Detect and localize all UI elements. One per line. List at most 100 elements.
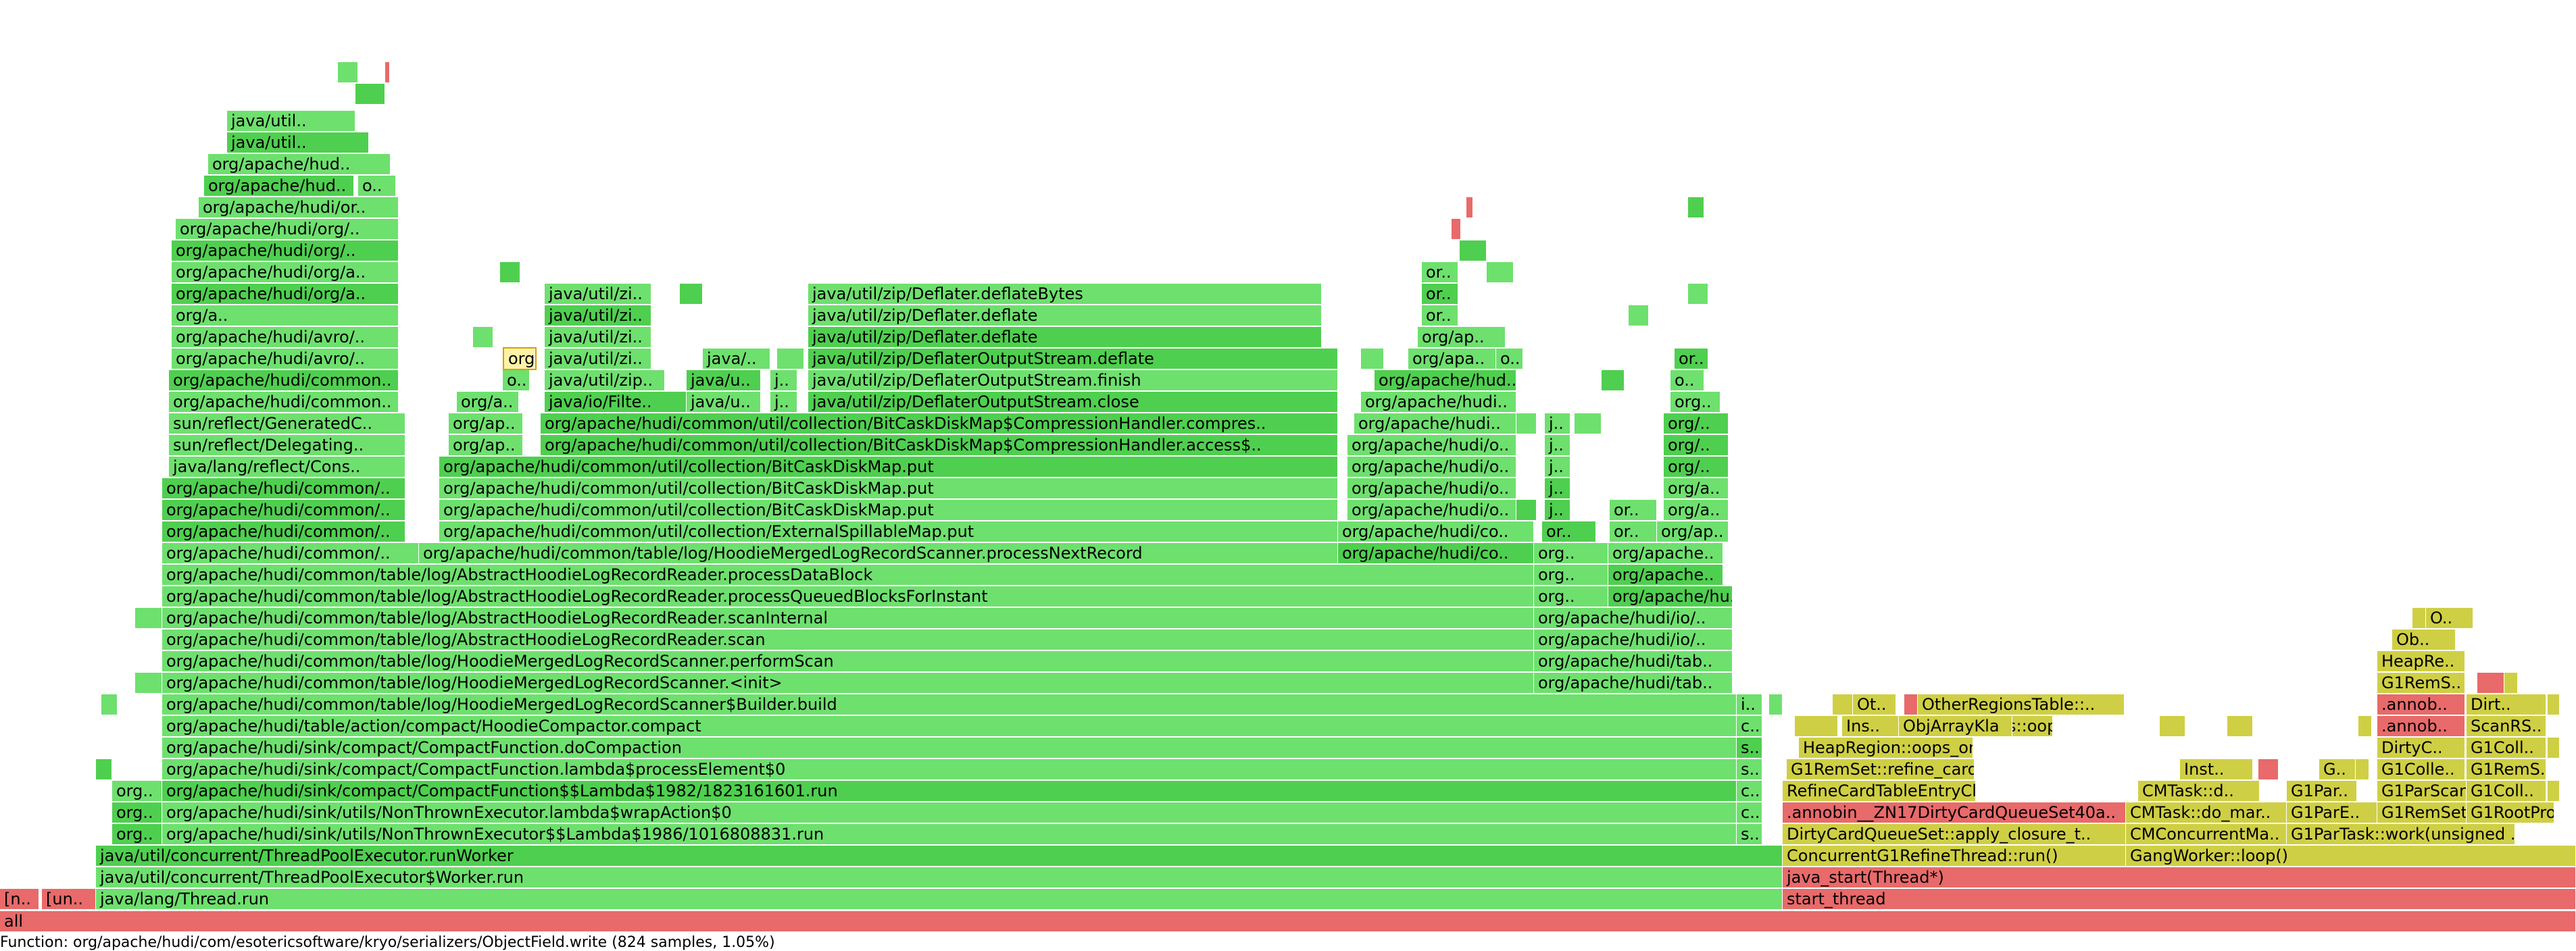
frame-other-regions-table[interactable]: OtherRegionsTable::.. xyxy=(1918,694,2125,715)
frame-deflater-close[interactable]: java/util/zip/DeflaterOutputStream.close xyxy=(808,392,1338,412)
frame-sliver[interactable] xyxy=(135,673,162,693)
frame-org[interactable]: org/.. xyxy=(1664,413,1729,434)
frame-java-u[interactable]: java/u.. xyxy=(687,370,761,390)
frame-start-thread[interactable]: start_thread xyxy=(1783,889,2576,909)
frame-deflater-deflate[interactable]: java/util/zip/Deflater.deflate xyxy=(808,305,1322,326)
frame-sliver[interactable] xyxy=(473,327,493,347)
frame-sliver[interactable] xyxy=(1688,197,1704,217)
frame-sliver[interactable] xyxy=(1361,349,1384,369)
frame-dirty-card-apply[interactable]: DirtyCardQueueSet::apply_closure_t.. xyxy=(1783,824,2126,844)
frame-or[interactable]: or.. xyxy=(1610,500,1657,520)
frame-org[interactable]: org/.. xyxy=(1664,457,1729,477)
frame-refine-card-closure[interactable]: RefineCardTableEntryClosure::do_c.. xyxy=(1783,781,1976,801)
frame-nonthrown-lambda-run[interactable]: org/apache/hudi/sink/utils/NonThrownExec… xyxy=(162,824,1737,844)
frame-o[interactable]: o.. xyxy=(1496,349,1523,369)
frame-sliver[interactable] xyxy=(1460,240,1487,261)
frame-g1-pare[interactable]: G1ParE.. xyxy=(2287,802,2377,823)
frame-or[interactable]: or.. xyxy=(1542,521,1596,542)
frame-java-util-zi[interactable]: java/util/zi.. xyxy=(545,327,651,347)
frame-org-apache-hudi-org[interactable]: org/apache/hudi/org/a.. xyxy=(172,262,399,282)
frame-bitcask-put[interactable]: org/apache/hudi/common/util/collection/B… xyxy=(439,457,1338,477)
frame-avro[interactable]: org/apache/hudi/avro/.. xyxy=(172,327,399,347)
frame-compression-compress[interactable]: org/apache/hudi/common/util/collection/B… xyxy=(541,413,1338,434)
frame-alr-scan[interactable]: org/apache/hudi/common/table/log/Abstrac… xyxy=(162,629,1534,650)
frame-worker-run[interactable]: java/util/concurrent/ThreadPoolExecutor$… xyxy=(96,867,1783,888)
frame-sliver[interactable] xyxy=(1833,694,1853,715)
frame-run-worker[interactable]: java/util/concurrent/ThreadPoolExecutor.… xyxy=(96,846,1783,866)
frame-java-start[interactable]: java_start(Thread*) xyxy=(1783,867,2576,888)
frame-o[interactable]: org/apache/hudi/o.. xyxy=(1347,478,1516,498)
frame-perform-scan[interactable]: org/apache/hudi/common/table/log/HoodieM… xyxy=(162,651,1534,671)
frame-scanrs[interactable]: ScanRS.. xyxy=(2467,716,2546,736)
frame-cm-task-do-mark[interactable]: CMTask::do_mar.. xyxy=(2126,802,2287,823)
frame-o[interactable]: org/apache/hudi/o.. xyxy=(1347,457,1516,477)
frame-org[interactable]: org.. xyxy=(1670,392,1720,412)
frame-unknown-native[interactable]: [n.. xyxy=(0,889,39,909)
frame-common[interactable]: org/apache/hudi/common/.. xyxy=(162,543,419,563)
frame-sliver[interactable] xyxy=(101,694,118,715)
frame-annob[interactable]: .annob.. xyxy=(2377,716,2465,736)
frame-avro[interactable]: org/apache/hudi/avro/.. xyxy=(172,349,399,369)
frame-org-apache-hudi-org[interactable]: org/apache/hudi/org/a.. xyxy=(172,284,399,304)
frame-objarray-oop[interactable]: ObjArrayKlass::oop_oo.. xyxy=(1899,716,2053,736)
frame-common[interactable]: org/apache/hudi/common.. xyxy=(169,392,399,412)
frame-java[interactable]: java/.. xyxy=(703,349,770,369)
frame-o[interactable]: O.. xyxy=(2426,608,2473,628)
frame-co[interactable]: org/apache/hudi/co.. xyxy=(1338,521,1534,542)
frame-ap[interactable]: org/ap.. xyxy=(1657,521,1729,542)
frame-co[interactable]: org/apache/hudi/co.. xyxy=(1338,543,1534,563)
frame-cm-task-d[interactable]: CMTask::d.. xyxy=(2138,781,2260,801)
frame-sliver[interactable] xyxy=(2160,716,2185,736)
frame-org-a[interactable]: org/a.. xyxy=(1664,478,1729,498)
frame-j[interactable]: j.. xyxy=(770,370,797,390)
frame-sliver[interactable] xyxy=(1795,716,1838,736)
frame-sliver[interactable] xyxy=(1769,694,1783,715)
frame-sliver[interactable] xyxy=(1629,305,1649,326)
frame-or[interactable]: or.. xyxy=(1422,262,1458,282)
frame-scanner-init[interactable]: org/apache/hudi/common/table/log/HoodieM… xyxy=(162,673,1534,693)
frame-heap-region-oops[interactable]: HeapRegion::oops_on_card_seq_it.. xyxy=(1799,738,1973,758)
frame-g1-coll[interactable]: G1Coll.. xyxy=(2467,781,2546,801)
frame-org-a[interactable]: org/a.. xyxy=(172,305,399,326)
frame-deflate-bytes[interactable]: java/util/zip/Deflater.deflateBytes xyxy=(808,284,1322,304)
frame-o[interactable]: o.. xyxy=(503,370,530,390)
frame-sliver[interactable] xyxy=(2227,716,2253,736)
frame-alr-process-queued[interactable]: org/apache/hudi/common/table/log/Abstrac… xyxy=(162,586,1534,607)
frame-g1remset-refine-card[interactable]: G1RemSet::refine_card(signed char.. xyxy=(1787,759,1975,779)
frame-g1-remset-oops[interactable]: G1RemSet::oops_n.. xyxy=(2377,802,2467,823)
frame-sliver[interactable] xyxy=(2548,738,2560,758)
frame-sliver[interactable] xyxy=(385,62,390,82)
frame-dirtyc[interactable]: DirtyC.. xyxy=(2377,738,2465,758)
frame-j[interactable]: j.. xyxy=(1545,478,1570,498)
frame-sliver[interactable] xyxy=(1466,197,1473,217)
frame-org[interactable]: org.. xyxy=(112,824,162,844)
frame-c[interactable]: c.. xyxy=(1737,716,1762,736)
frame-gang-worker-loop[interactable]: GangWorker::loop() xyxy=(2126,846,2576,866)
frame-annobin-dirty-card[interactable]: .annobin__ZN17DirtyCardQueueSet40a.. xyxy=(1783,802,2126,823)
frame-sliver[interactable] xyxy=(1516,500,1537,520)
frame-org[interactable]: org.. xyxy=(1534,565,1608,585)
frame-org[interactable]: org.. xyxy=(1534,586,1608,607)
frame-or[interactable]: or.. xyxy=(1675,349,1708,369)
frame-reflect-cons[interactable]: java/lang/reflect/Cons.. xyxy=(169,457,405,477)
frame-sliver[interactable] xyxy=(680,284,703,304)
frame-process-next-record[interactable]: org/apache/hudi/common/table/log/HoodieM… xyxy=(419,543,1338,563)
frame-o[interactable]: o.. xyxy=(358,176,396,196)
frame-ins[interactable]: Ins.. xyxy=(1842,716,1899,736)
frame-common[interactable]: org/apache/hudi/common/.. xyxy=(162,500,405,520)
frame-org-apache-hudi-or[interactable]: org/apache/hudi/or.. xyxy=(199,197,399,217)
frame-ot[interactable]: Ot.. xyxy=(1853,694,1896,715)
frame-hud[interactable]: org/apache/hud.. xyxy=(1374,370,1516,390)
frame-java-util[interactable]: java/util.. xyxy=(227,111,355,131)
frame-sliver[interactable] xyxy=(1487,262,1514,282)
frame-compact-lambda-run[interactable]: org/apache/hudi/sink/compact/CompactFunc… xyxy=(162,781,1737,801)
frame-deflater-deflate[interactable]: java/util/zip/Deflater.deflate xyxy=(808,327,1322,347)
frame-or[interactable]: or.. xyxy=(1422,284,1458,304)
frame-sliver[interactable] xyxy=(2358,716,2372,736)
frame-j[interactable]: j.. xyxy=(1545,500,1570,520)
frame-deflater-finish[interactable]: java/util/zip/DeflaterOutputStream.finis… xyxy=(808,370,1338,390)
frame-g1-par[interactable]: G1Par.. xyxy=(2287,781,2357,801)
frame-bitcask-put[interactable]: org/apache/hudi/common/util/collection/B… xyxy=(439,478,1338,498)
frame-sliver[interactable] xyxy=(2548,694,2560,715)
frame-g1colle[interactable]: G1Colle.. xyxy=(2377,759,2465,779)
